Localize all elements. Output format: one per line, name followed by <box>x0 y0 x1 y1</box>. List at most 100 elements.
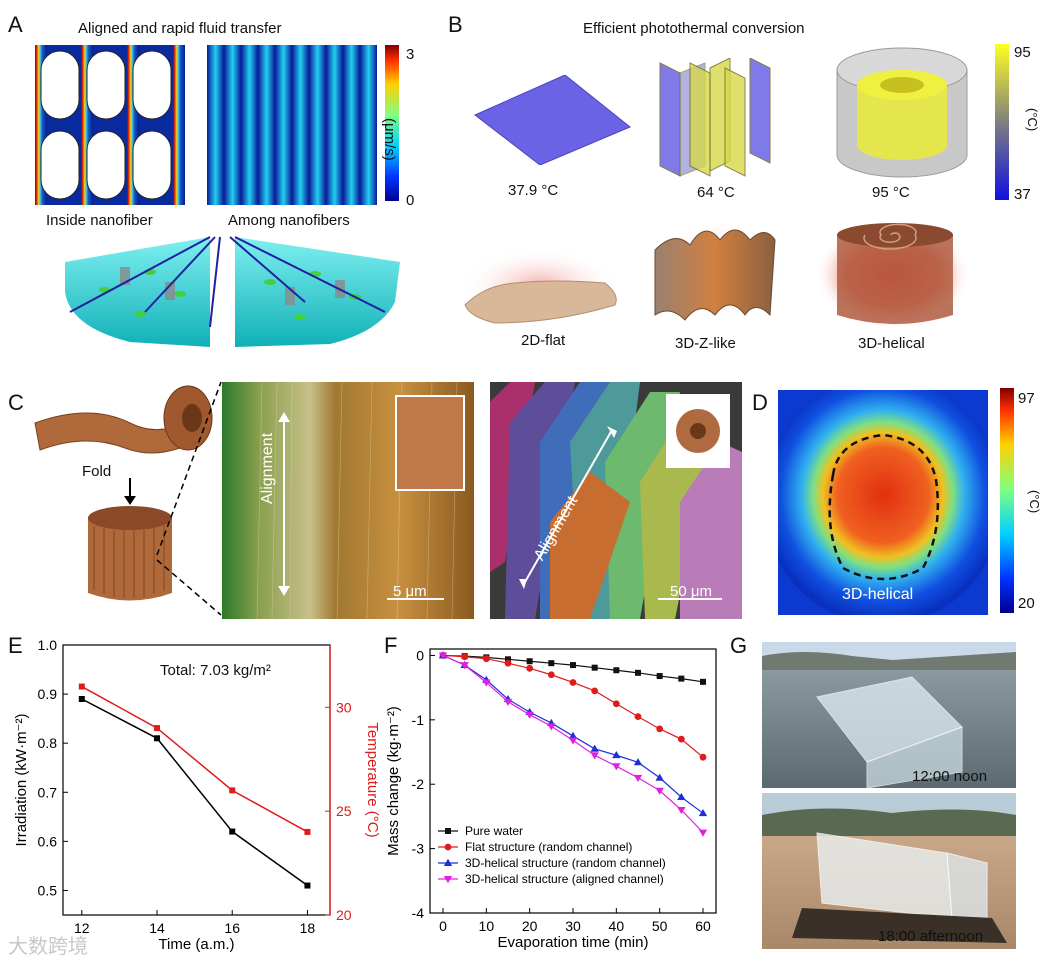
scale-bar-right: 50 μm <box>670 583 712 600</box>
data-point <box>590 744 599 752</box>
x-tick-label: 18 <box>300 920 316 936</box>
temp-helical: 95 °C <box>872 184 910 201</box>
panel-g-letter: G <box>730 633 748 658</box>
data-point <box>503 698 513 706</box>
data-point <box>154 735 161 742</box>
data-point <box>656 673 663 680</box>
data-point <box>154 725 161 732</box>
x-tick-label: 14 <box>149 920 165 936</box>
field-photo-noon <box>762 642 1016 788</box>
data-point <box>678 675 685 682</box>
y-right-tick-label: 30 <box>336 699 352 715</box>
y-left-axis-title: Irradiation (kW·m⁻²) <box>13 714 30 847</box>
data-point <box>525 711 534 719</box>
panel-e-letter: E <box>8 633 23 658</box>
y-tick-label: -4 <box>412 905 425 921</box>
series-line-0 <box>81 698 308 887</box>
y-tick-label: -1 <box>412 712 425 728</box>
data-point <box>635 669 641 676</box>
data-point <box>229 787 236 794</box>
watermark: 大数跨境 <box>8 936 88 958</box>
plot-frame <box>62 644 331 916</box>
data-point <box>591 664 598 671</box>
data-point <box>590 752 599 760</box>
x-tick-label: 60 <box>695 918 711 934</box>
sem-image-left <box>222 382 474 619</box>
data-point <box>547 723 556 731</box>
2d-flat-render <box>460 247 620 324</box>
legend-marker <box>443 876 453 884</box>
y-right-tick-label: 25 <box>336 803 352 819</box>
data-point <box>482 679 491 687</box>
y-left-tick-label: 0.8 <box>38 735 58 751</box>
x-tick-label: 30 <box>565 918 581 934</box>
fold-label: Fold <box>82 463 112 480</box>
series-line-0 <box>442 654 704 683</box>
data-point <box>568 737 578 745</box>
data-point <box>699 753 707 761</box>
3d-z-like-render <box>654 220 780 321</box>
data-point <box>677 792 686 801</box>
data-point <box>504 659 512 667</box>
series-line-1 <box>81 685 308 833</box>
data-point <box>677 807 686 815</box>
data-point <box>656 725 664 733</box>
data-point <box>460 662 469 670</box>
data-point <box>612 763 621 771</box>
structure-3d-z-like: 3D-Z-like <box>675 335 736 352</box>
structure-3d-helical: 3D-helical <box>858 335 925 352</box>
z-like-absorber-model <box>659 58 771 177</box>
flat-absorber-model <box>474 75 631 165</box>
colorbar-a-unit: (μm/s) <box>381 118 398 161</box>
data-point <box>568 731 578 739</box>
data-point <box>505 656 511 663</box>
panel-a-letter: A <box>8 12 23 37</box>
thermal-image <box>778 390 988 615</box>
colorbar-a-max: 3 <box>406 46 415 63</box>
data-point <box>698 829 708 837</box>
sem-image-right <box>490 382 742 619</box>
x-tick-label: 10 <box>479 918 495 934</box>
data-point <box>569 679 577 686</box>
inside-nanofiber-caption: Inside nanofiber <box>46 212 153 229</box>
y-tick-label: -2 <box>412 776 425 792</box>
nanofiber-flow-illustration <box>65 236 400 347</box>
zoom-lines <box>156 381 222 616</box>
panel-b-letter: B <box>448 12 463 37</box>
y-tick-label: -3 <box>412 841 425 857</box>
data-point <box>482 655 490 663</box>
data-point <box>304 828 311 835</box>
structure-2d-flat: 2D-flat <box>521 332 566 349</box>
scale-bar-left: 5 μm <box>393 583 427 600</box>
data-point <box>700 678 706 685</box>
y-tick-label: 0 <box>416 647 424 663</box>
data-point <box>677 735 685 743</box>
colorbar-b-max: 95 <box>1014 44 1031 61</box>
data-point <box>570 662 576 669</box>
x-tick-label: 20 <box>522 918 538 934</box>
panel-a-colorbar <box>385 45 399 201</box>
data-point <box>634 713 642 721</box>
data-point <box>461 653 469 661</box>
photo-caption-noon: 12:00 noon <box>912 768 988 785</box>
data-point <box>229 828 236 835</box>
data-point <box>698 808 708 817</box>
legend-label: Pure water <box>465 824 523 838</box>
x-axis-title: Time (a.m.) <box>158 936 234 953</box>
data-point <box>613 667 620 674</box>
x-tick-label: 50 <box>652 918 668 934</box>
y-left-tick-label: 0.5 <box>38 882 58 898</box>
fold-illustration <box>34 385 213 601</box>
x-tick-label: 0 <box>439 918 447 934</box>
data-point <box>633 774 643 782</box>
field-photo-afternoon <box>762 793 1016 949</box>
legend-marker <box>444 843 452 851</box>
alignment-label-left: Alignment <box>259 432 276 504</box>
data-point <box>526 664 534 672</box>
y-right-tick-label: 20 <box>336 907 352 923</box>
data-point <box>438 652 448 660</box>
data-point <box>633 758 643 766</box>
data-point <box>548 660 555 667</box>
y-right-axis-title: Temperature (°C) <box>364 722 381 837</box>
legend-label: 3D-helical structure (aligned channel) <box>465 872 664 886</box>
